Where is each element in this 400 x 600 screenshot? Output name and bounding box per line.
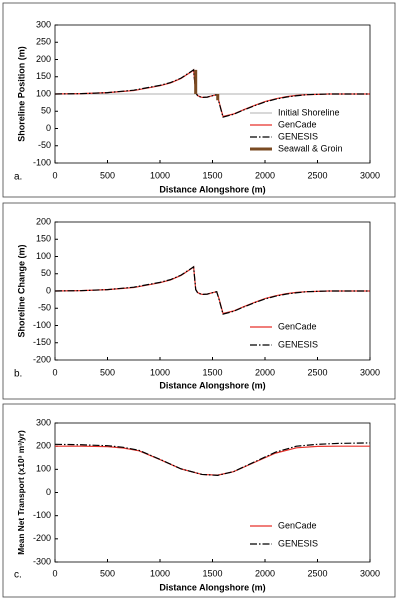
panel-border <box>2 403 396 598</box>
x-axis-label: Distance Alongshore (m) <box>159 380 265 390</box>
y-tick-label: -50 <box>38 140 51 150</box>
x-tick-label: 500 <box>100 568 115 578</box>
y-tick-label: 200 <box>36 441 51 451</box>
series-line <box>54 265 370 315</box>
x-tick-label: 500 <box>100 367 115 377</box>
series-line <box>194 69 220 101</box>
x-tick-label: 0 <box>52 367 57 377</box>
x-tick-label: 2000 <box>255 568 275 578</box>
x-tick-label: 2500 <box>307 170 327 180</box>
legend-label: GENESIS <box>278 131 318 141</box>
y-tick-label: 100 <box>36 464 51 474</box>
series-line <box>54 68 370 118</box>
y-tick-label: -50 <box>38 303 51 313</box>
x-tick-label: 1500 <box>202 170 222 180</box>
y-tick-label: 50 <box>41 106 51 116</box>
y-tick-label: -100 <box>33 157 51 167</box>
series-line <box>54 442 371 476</box>
legend-label: GenCade <box>278 321 317 331</box>
legend-label: GENESIS <box>278 538 318 548</box>
y-tick-label: -150 <box>33 337 51 347</box>
panel-label: c. <box>14 570 22 581</box>
x-tick-label: 1000 <box>150 170 170 180</box>
panel-border <box>2 202 396 400</box>
x-tick-label: 0 <box>52 568 57 578</box>
y-axis-label: Mean Net Transport (x10³ m³/yr) <box>16 430 26 555</box>
y-tick-label: 100 <box>36 251 51 261</box>
panel-label: a. <box>14 172 22 183</box>
x-axis-label: Distance Alongshore (m) <box>159 184 265 194</box>
x-tick-label: 0 <box>52 170 57 180</box>
y-tick-label: 100 <box>36 88 51 98</box>
x-tick-label: 1000 <box>150 568 170 578</box>
y-tick-label: -200 <box>33 533 51 543</box>
y-tick-label: 300 <box>36 19 51 29</box>
legend-label: GenCade <box>278 119 317 129</box>
y-tick-label: -100 <box>33 510 51 520</box>
x-tick-label: 3000 <box>360 367 380 377</box>
x-tick-label: 3000 <box>360 568 380 578</box>
y-tick-label: 150 <box>36 71 51 81</box>
y-tick-label: 0 <box>46 487 51 497</box>
y-tick-label: -300 <box>33 556 51 566</box>
y-axis-label: Shoreline Position (m) <box>16 46 26 142</box>
y-tick-label: 50 <box>41 268 51 278</box>
y-tick-label: -200 <box>33 354 51 364</box>
x-tick-label: 1500 <box>202 367 222 377</box>
x-tick-label: 2000 <box>255 367 275 377</box>
plot-frame <box>54 422 371 563</box>
x-tick-label: 500 <box>100 170 115 180</box>
y-tick-label: 250 <box>36 37 51 47</box>
legend-label: GENESIS <box>278 339 318 349</box>
panel-border <box>2 2 396 198</box>
x-axis-label: Distance Alongshore (m) <box>159 582 265 592</box>
legend-label: GenCade <box>278 520 317 530</box>
y-tick-label: -100 <box>33 320 51 330</box>
y-tick-label: 300 <box>36 417 51 427</box>
legend-label: Seawall & Groin <box>278 143 343 153</box>
x-tick-label: 2500 <box>307 367 327 377</box>
y-tick-label: 0 <box>46 123 51 133</box>
x-tick-label: 2000 <box>255 170 275 180</box>
x-tick-label: 1500 <box>202 568 222 578</box>
x-tick-label: 2500 <box>307 568 327 578</box>
x-tick-label: 1000 <box>150 367 170 377</box>
y-axis-label: Shoreline Change (m) <box>16 244 26 337</box>
y-tick-label: 200 <box>36 54 51 64</box>
series-line <box>55 445 370 476</box>
y-tick-label: 0 <box>46 285 51 295</box>
y-tick-label: 200 <box>36 216 51 226</box>
legend-label: Initial Shoreline <box>278 107 340 117</box>
x-tick-label: 3000 <box>360 170 380 180</box>
y-tick-label: 150 <box>36 234 51 244</box>
panel-label: b. <box>14 369 22 380</box>
